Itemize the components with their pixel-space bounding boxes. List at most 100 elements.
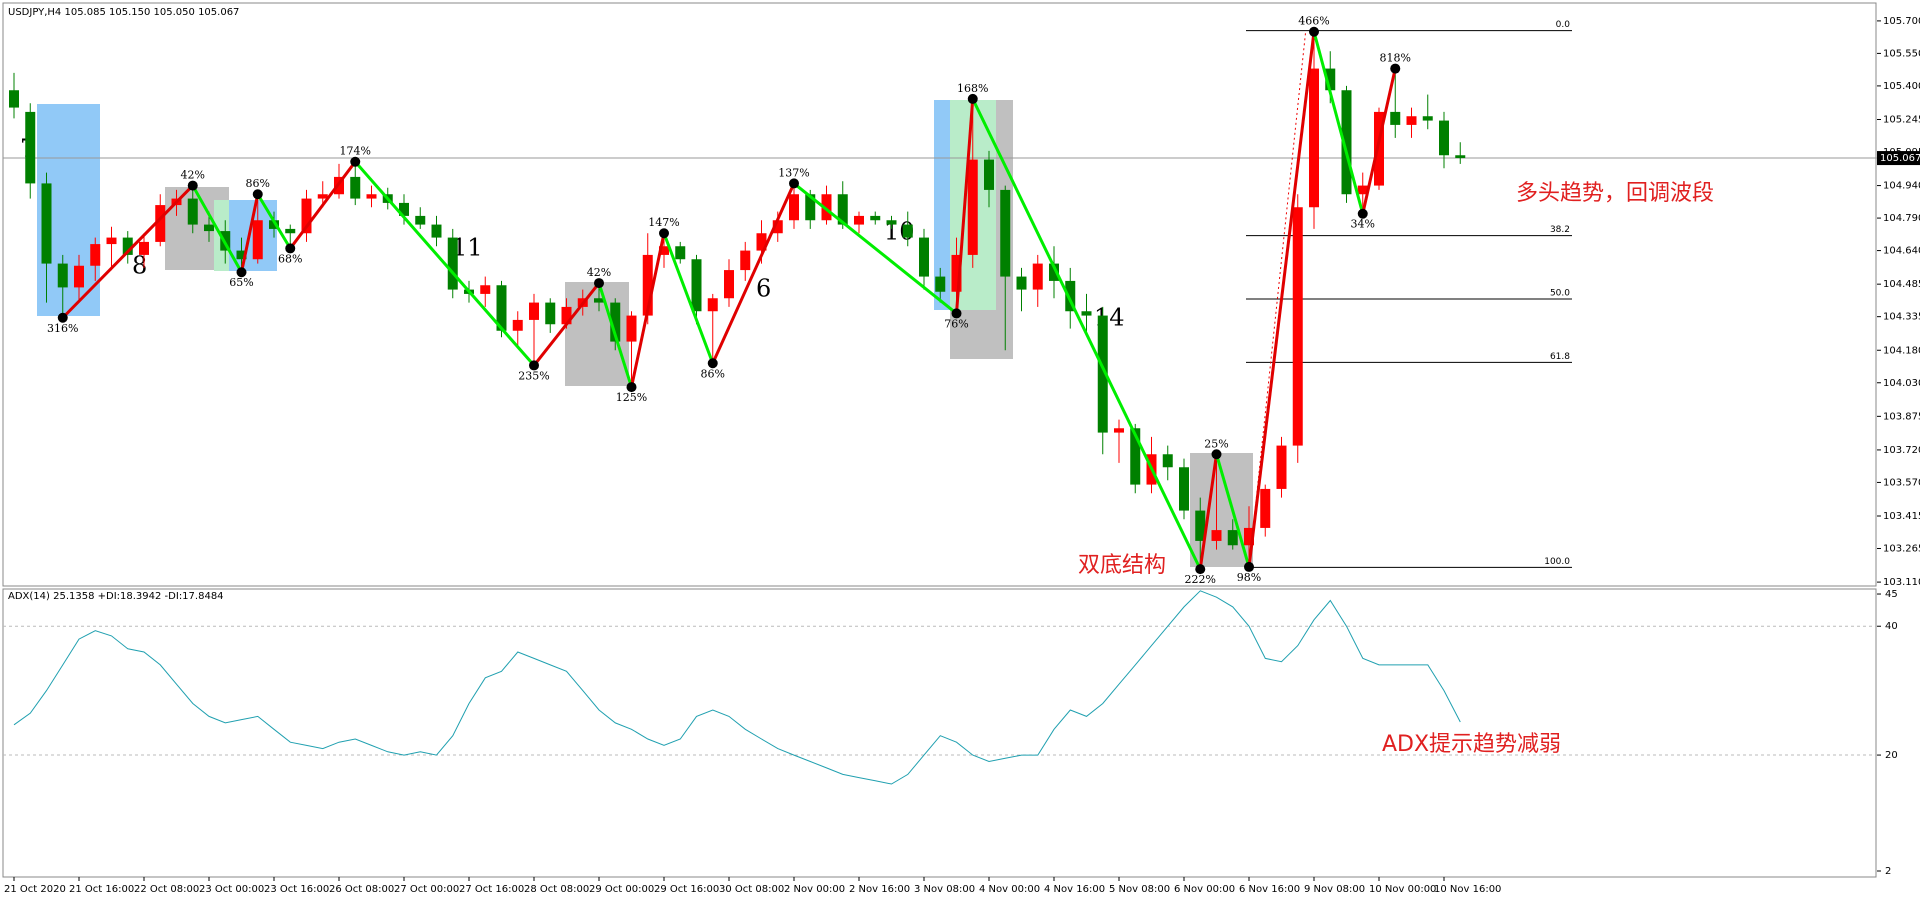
zigzag-segment — [597, 282, 633, 388]
candle-body — [252, 220, 263, 260]
candle-body — [821, 194, 832, 221]
candle-body — [594, 298, 604, 303]
candle-body — [366, 194, 377, 199]
candle-body — [139, 241, 149, 255]
pivot-label: 65% — [229, 276, 253, 289]
candle-body — [90, 244, 101, 266]
candle-body — [399, 202, 409, 216]
x-tick-label: 6 Nov 16:00 — [1239, 884, 1300, 895]
fib-label: 61.8 — [1550, 352, 1570, 362]
zigzag-segment — [240, 193, 260, 273]
candle-body — [1439, 120, 1449, 156]
fib-label: 38.2 — [1550, 225, 1570, 235]
y-tick-label: 105.400 — [1883, 81, 1920, 92]
y-tick-label: 103.110 — [1883, 577, 1920, 588]
candle-body — [1016, 276, 1027, 290]
x-tick-label: 2 Nov 16:00 — [849, 884, 910, 895]
y-tick-label: 45 — [1885, 589, 1898, 600]
pivot-label: 147% — [648, 216, 679, 229]
candle-body — [1455, 155, 1466, 159]
current-price-label: 105.067 — [1880, 153, 1920, 164]
fib-label: 50.0 — [1550, 289, 1570, 299]
x-tick-label: 9 Nov 08:00 — [1304, 884, 1365, 895]
pivot-label: 235% — [518, 369, 549, 382]
x-tick-label: 29 Oct 16:00 — [654, 884, 719, 895]
pivot-label: 86% — [246, 177, 270, 190]
pivot-label: 68% — [278, 252, 302, 265]
candle-body — [285, 228, 296, 234]
candle-body — [1162, 454, 1173, 468]
y-tick-label: 104.640 — [1883, 246, 1920, 257]
y-tick-label: 104.335 — [1883, 312, 1920, 323]
x-tick-label: 22 Oct 08:00 — [134, 884, 199, 895]
pivot-label: 222% — [1185, 573, 1216, 586]
x-tick-label: 3 Nov 08:00 — [914, 884, 975, 895]
candle-body — [1097, 315, 1108, 433]
zigzag-segment — [971, 98, 1202, 570]
candle-body — [1000, 189, 1011, 277]
pivot-dot — [1309, 26, 1319, 37]
candle-body — [1276, 445, 1287, 489]
wave-label: 6 — [756, 275, 771, 303]
zigzag-segment — [532, 282, 601, 367]
pivot-label: 818% — [1380, 52, 1411, 65]
candle-body — [301, 198, 312, 234]
y-tick-label: 2 — [1885, 866, 1891, 877]
candle-body — [740, 250, 751, 271]
candle-body — [837, 194, 848, 225]
y-tick-label: 104.180 — [1883, 345, 1920, 356]
annotation: ADX提示趋势减弱 — [1382, 732, 1561, 757]
candle-body — [756, 233, 767, 251]
x-tick-label: 6 Nov 00:00 — [1174, 884, 1235, 895]
pivot-dot — [57, 312, 68, 323]
x-tick-label: 30 Oct 08:00 — [719, 884, 784, 895]
pivot-dot — [350, 156, 361, 167]
x-tick-label: 23 Oct 16:00 — [264, 884, 329, 895]
candle-body — [545, 302, 556, 325]
main-panel-frame — [2, 2, 1877, 587]
y-tick-label: 103.875 — [1883, 411, 1920, 422]
candle-body — [1195, 510, 1206, 541]
indicator-panel-frame — [2, 588, 1877, 878]
pivot-dot — [1195, 564, 1206, 575]
candle-body — [610, 302, 621, 342]
candle-body — [41, 183, 52, 264]
x-tick-label: 21 Oct 16:00 — [69, 884, 134, 895]
pivot-label: 174% — [340, 145, 371, 158]
candle-body — [691, 259, 702, 312]
candle-body — [626, 315, 637, 342]
candle-body — [106, 237, 117, 245]
candle-body — [919, 237, 929, 277]
pivot-dot — [707, 358, 718, 369]
pivot-label: 42% — [181, 169, 205, 182]
y-tick-label: 104.485 — [1883, 279, 1920, 290]
zigzag-segment — [793, 182, 958, 315]
pivot-dot — [1244, 561, 1254, 572]
candle-body — [204, 224, 214, 232]
candle-body — [1406, 116, 1417, 125]
candle-body — [675, 246, 686, 260]
zigzag-segment — [711, 182, 796, 364]
candle-body — [1032, 263, 1043, 290]
candle-body — [1049, 263, 1059, 281]
zigzag-segment — [630, 232, 666, 388]
zigzag-segment — [191, 184, 243, 273]
pivot-label: 168% — [957, 82, 988, 95]
x-tick-label: 27 Oct 00:00 — [394, 884, 459, 895]
candle-body — [724, 270, 734, 299]
pivot-dot — [1357, 208, 1368, 219]
candle-body — [659, 246, 669, 255]
candle-body — [25, 111, 36, 184]
zigzag-segment — [1247, 31, 1316, 568]
candle-body — [951, 254, 962, 292]
candle-body — [1325, 68, 1336, 91]
pivot-dot — [967, 93, 978, 104]
candle-body — [870, 215, 881, 221]
pivot-dot — [1211, 449, 1222, 460]
pivot-label: 86% — [701, 367, 725, 380]
x-tick-label: 21 Oct 2020 — [4, 884, 66, 895]
candle-body — [1211, 530, 1222, 541]
x-tick-label: 28 Oct 08:00 — [524, 884, 589, 895]
candle-body — [772, 220, 783, 234]
